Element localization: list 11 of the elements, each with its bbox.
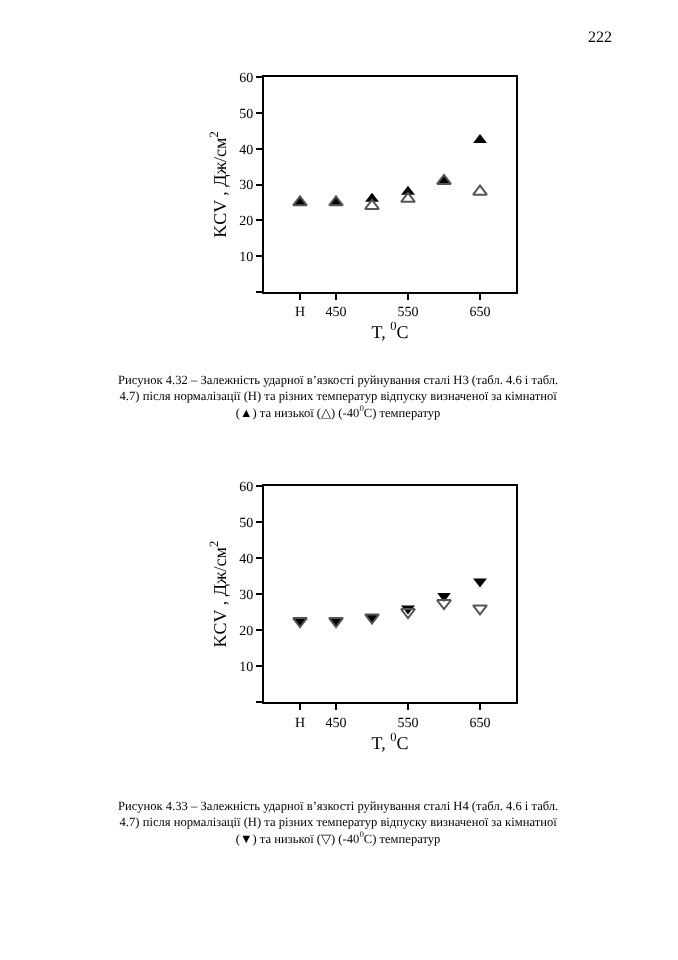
point [436,599,452,611]
point [473,133,487,143]
point [400,191,416,203]
point [400,608,416,620]
point [473,578,487,588]
point [472,604,488,616]
text: 222 [588,28,612,46]
point [364,198,380,210]
x-axis-title: T, $^{0}$C [371,730,409,753]
x-axis-title: T, $^{0}$C [371,320,409,342]
point [472,184,488,196]
